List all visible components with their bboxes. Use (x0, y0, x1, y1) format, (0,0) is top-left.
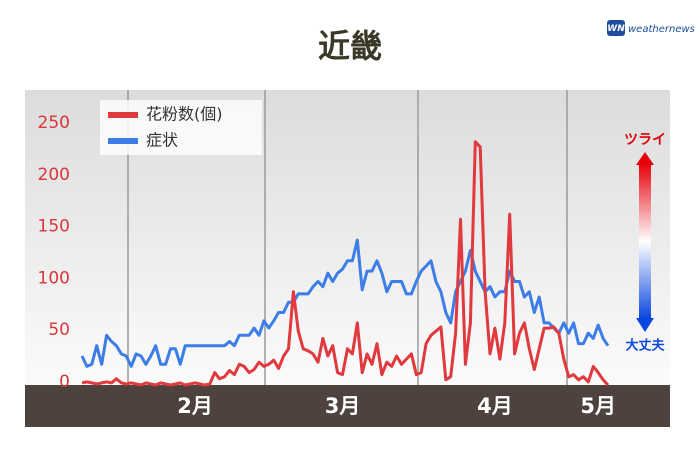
x-tick-label: 5月 (580, 394, 616, 418)
scale-top-label: ツライ (624, 132, 666, 148)
y-tick-label: 150 (38, 217, 70, 237)
x-axis-band (25, 385, 670, 427)
scale-arrow-up (636, 152, 654, 165)
x-tick-label: 3月 (325, 394, 361, 418)
legend-label: 花粉数(個) (146, 105, 223, 124)
logo-mark: WN (607, 24, 625, 34)
legend-label: 症状 (146, 131, 178, 150)
legend-box (100, 100, 262, 155)
chart-title: 近畿 (318, 27, 382, 65)
scale-bottom-label: 大丈夫 (625, 338, 665, 354)
logo-box (607, 20, 625, 36)
y-tick-label: 200 (38, 165, 70, 185)
x-tick-label: 4月 (477, 394, 513, 418)
y-tick-label: 50 (48, 320, 70, 340)
y-tick-label: 0 (59, 372, 70, 392)
y-tick-label: 250 (38, 113, 70, 133)
scale-arrow-down (636, 318, 654, 332)
scale-bar (639, 164, 651, 319)
series-line (81, 140, 610, 387)
y-tick-label: 100 (38, 268, 70, 288)
x-tick-label: 2月 (177, 394, 213, 418)
series-line (80, 238, 610, 368)
logo-text: weathernews (628, 24, 695, 35)
